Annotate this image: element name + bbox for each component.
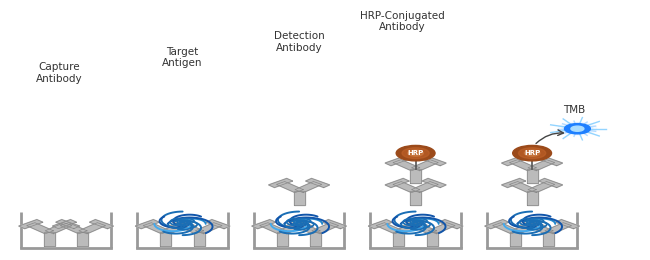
Circle shape — [396, 145, 435, 161]
Polygon shape — [285, 220, 309, 229]
Polygon shape — [543, 232, 554, 246]
Polygon shape — [539, 157, 563, 166]
Polygon shape — [259, 223, 287, 234]
Polygon shape — [177, 223, 203, 234]
Polygon shape — [276, 181, 303, 193]
Polygon shape — [428, 223, 455, 234]
Polygon shape — [322, 220, 346, 229]
Text: Detection
Antibody: Detection Antibody — [274, 31, 324, 53]
Polygon shape — [289, 220, 313, 229]
Polygon shape — [422, 157, 446, 166]
Polygon shape — [393, 160, 420, 171]
Polygon shape — [393, 181, 420, 193]
Polygon shape — [194, 232, 205, 246]
Polygon shape — [312, 223, 339, 234]
Polygon shape — [135, 220, 159, 229]
Polygon shape — [406, 220, 429, 229]
Polygon shape — [510, 232, 521, 246]
Polygon shape — [278, 223, 305, 234]
Polygon shape — [56, 220, 80, 229]
Polygon shape — [528, 181, 554, 193]
Polygon shape — [162, 223, 188, 234]
Polygon shape — [539, 178, 563, 187]
Polygon shape — [439, 220, 463, 229]
Text: HRP: HRP — [408, 150, 424, 156]
Polygon shape — [402, 220, 426, 229]
Polygon shape — [79, 223, 105, 234]
Ellipse shape — [566, 125, 590, 133]
Polygon shape — [172, 220, 196, 229]
Polygon shape — [293, 223, 320, 234]
Polygon shape — [27, 223, 53, 234]
Circle shape — [402, 148, 429, 159]
Polygon shape — [196, 223, 222, 234]
Text: TMB: TMB — [563, 105, 585, 115]
Polygon shape — [502, 178, 526, 187]
Polygon shape — [77, 232, 88, 246]
Polygon shape — [510, 181, 536, 193]
Polygon shape — [161, 232, 172, 246]
Text: HRP-Conjugated
Antibody: HRP-Conjugated Antibody — [360, 11, 445, 32]
Circle shape — [564, 124, 590, 134]
Polygon shape — [526, 169, 538, 183]
Polygon shape — [411, 160, 438, 171]
Polygon shape — [385, 157, 409, 166]
Polygon shape — [526, 191, 538, 205]
Polygon shape — [143, 223, 170, 234]
Polygon shape — [410, 169, 421, 183]
Text: Capture
Antibody: Capture Antibody — [36, 62, 83, 84]
Polygon shape — [485, 220, 509, 229]
Polygon shape — [53, 220, 77, 229]
Polygon shape — [502, 157, 526, 166]
Polygon shape — [410, 223, 437, 234]
Polygon shape — [44, 232, 55, 246]
Polygon shape — [369, 220, 393, 229]
Circle shape — [519, 148, 546, 159]
Circle shape — [571, 126, 584, 131]
Ellipse shape — [562, 123, 593, 134]
Polygon shape — [393, 232, 404, 246]
Polygon shape — [427, 232, 438, 246]
Polygon shape — [545, 223, 571, 234]
Polygon shape — [252, 220, 276, 229]
Polygon shape — [169, 220, 193, 229]
Ellipse shape — [558, 122, 597, 135]
Polygon shape — [376, 223, 403, 234]
Polygon shape — [493, 223, 519, 234]
Polygon shape — [294, 191, 305, 205]
Polygon shape — [410, 191, 421, 205]
Circle shape — [408, 150, 423, 156]
Polygon shape — [45, 223, 72, 234]
Polygon shape — [306, 178, 330, 187]
Polygon shape — [60, 223, 87, 234]
Polygon shape — [510, 160, 536, 171]
Polygon shape — [395, 223, 421, 234]
Polygon shape — [277, 232, 288, 246]
Polygon shape — [526, 223, 553, 234]
Polygon shape — [411, 181, 438, 193]
Polygon shape — [90, 220, 114, 229]
Polygon shape — [385, 178, 409, 187]
Polygon shape — [522, 220, 546, 229]
Circle shape — [513, 145, 552, 161]
Text: HRP: HRP — [524, 150, 540, 156]
Polygon shape — [311, 232, 322, 246]
Circle shape — [525, 150, 540, 156]
Polygon shape — [19, 220, 43, 229]
Polygon shape — [206, 220, 230, 229]
Polygon shape — [528, 160, 554, 171]
Polygon shape — [511, 223, 538, 234]
Text: Target
Antigen: Target Antigen — [162, 47, 203, 68]
Polygon shape — [422, 178, 446, 187]
Polygon shape — [556, 220, 579, 229]
Polygon shape — [519, 220, 543, 229]
Polygon shape — [268, 178, 292, 187]
Polygon shape — [295, 181, 322, 193]
